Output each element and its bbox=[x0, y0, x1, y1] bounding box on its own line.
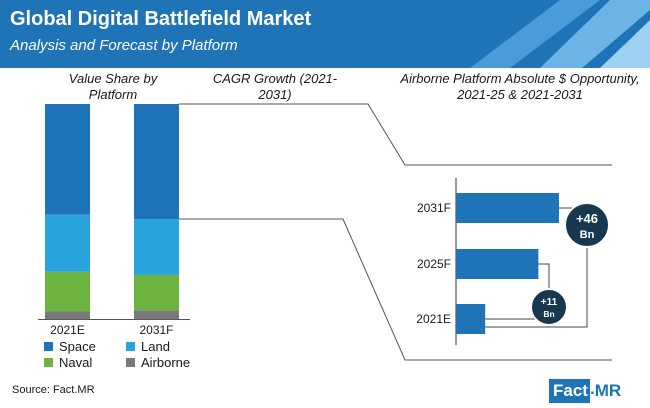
hbar-category-label: 2021E bbox=[416, 312, 451, 326]
callout-46bn-value: +46 bbox=[576, 211, 598, 226]
stack-segment-naval-2021e bbox=[45, 271, 90, 312]
page-subtitle: Analysis and Forecast by Platform bbox=[10, 37, 238, 54]
legend-item-space: Space bbox=[44, 339, 96, 354]
logo-text-dot: . bbox=[589, 379, 595, 398]
share-column-heading: Value Share by Platform bbox=[68, 71, 158, 102]
callout-11bn-value: +11 bbox=[541, 297, 558, 308]
legend-label-airborne: Airborne bbox=[141, 355, 191, 370]
stack-segment-space-2031f bbox=[134, 104, 179, 220]
legend-label-space: Space bbox=[59, 339, 96, 354]
legend-item-land: Land bbox=[126, 339, 170, 354]
page-title: Global Digital Battlefield Market bbox=[10, 8, 312, 30]
legend-swatch-airborne bbox=[126, 358, 135, 367]
stack-category-label: 2021E bbox=[50, 323, 85, 337]
stack-segment-land-2031f bbox=[134, 219, 179, 275]
legend-swatch-space bbox=[44, 342, 53, 351]
header-banner: Global Digital Battlefield Market Analys… bbox=[0, 0, 650, 68]
legend-label-land: Land bbox=[141, 339, 170, 354]
stack-segment-naval-2031f bbox=[134, 274, 179, 311]
connector-line-lower bbox=[179, 218, 612, 361]
hbar-category-label: 2031F bbox=[417, 201, 451, 215]
stacked-bar-chart: 2021E 2031F bbox=[38, 104, 190, 337]
header-background bbox=[0, 0, 650, 68]
stack-segment-airborne-2021e bbox=[45, 311, 90, 319]
callout-46bn-unit: Bn bbox=[580, 229, 595, 241]
callout-11bn-circle bbox=[530, 288, 568, 326]
legend-swatch-naval bbox=[44, 358, 53, 367]
stack-segment-land-2021e bbox=[45, 214, 90, 272]
logo-text-mr: MR bbox=[594, 381, 622, 400]
cagr-column-heading: CAGR Growth (2021-2031) bbox=[212, 71, 338, 102]
hbar-2031f bbox=[456, 193, 559, 223]
stack-segment-space-2021e bbox=[45, 104, 90, 215]
stack-category-label: 2031F bbox=[139, 323, 173, 337]
legend-label-naval: Naval bbox=[59, 355, 93, 370]
stack-segment-airborne-2031f bbox=[134, 310, 179, 319]
legend-swatch-land bbox=[126, 342, 135, 351]
hbar-2025f bbox=[456, 249, 539, 279]
hbar-2021e bbox=[456, 304, 486, 334]
hbar-category-label: 2025F bbox=[417, 257, 451, 271]
opportunity-column-heading: Airborne Platform Absolute $ Opportunity… bbox=[400, 71, 640, 102]
callout-11bn-unit: Bn bbox=[543, 309, 554, 319]
logo-text-fact: Fact bbox=[549, 379, 590, 403]
connector-lines bbox=[179, 103, 612, 361]
legend-item-naval: Naval bbox=[44, 355, 92, 370]
connector-line-upper bbox=[179, 103, 612, 166]
callout-46bn-circle bbox=[564, 202, 610, 248]
source-note: Source: Fact.MR bbox=[12, 384, 95, 396]
legend-item-airborne: Airborne bbox=[126, 355, 190, 370]
factmr-logo: Fact. MR bbox=[549, 379, 623, 403]
